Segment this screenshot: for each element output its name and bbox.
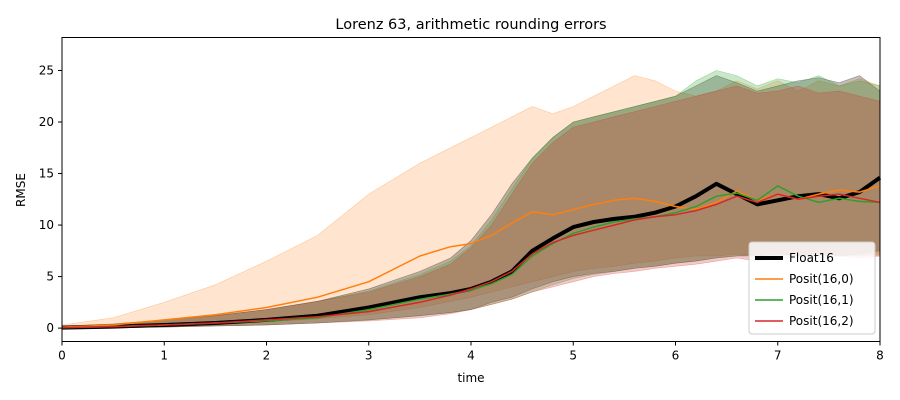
x-tick-label: 1 — [160, 349, 168, 363]
x-tick-label: 7 — [774, 349, 782, 363]
line-float16 — [61, 175, 882, 330]
legend: Float16 Posit(16,0) Posit(16,1) Posit(16,2) — [748, 241, 876, 335]
x-tick-label: 3 — [365, 349, 373, 363]
x-tick-label: 4 — [467, 349, 475, 363]
chart-title: Lorenz 63, arithmetic rounding errors — [335, 17, 606, 33]
x-tick-label: 6 — [672, 349, 680, 363]
x-tick-label: 2 — [263, 349, 271, 363]
y-tick-label: 15 — [39, 167, 54, 181]
line-posit-16-2- — [61, 193, 881, 329]
series-lines — [61, 175, 882, 330]
x-tick-label: 0 — [58, 349, 66, 363]
y-tick-label: 10 — [39, 218, 54, 232]
legend-label: Posit(16,2) — [789, 314, 854, 328]
y-axis-ticks: 0 5 10 15 20 25 — [39, 63, 62, 335]
legend-label: Float16 — [789, 251, 834, 265]
y-axis-label: RMSE — [14, 173, 28, 207]
y-tick-label: 5 — [46, 270, 54, 284]
legend-box — [748, 241, 876, 335]
legend-label: Posit(16,1) — [789, 293, 854, 307]
x-axis-ticks: 0 1 2 3 4 5 6 7 8 — [58, 341, 884, 363]
y-tick-label: 0 — [46, 321, 54, 335]
x-tick-label: 5 — [569, 349, 577, 363]
y-tick-label: 20 — [39, 115, 54, 129]
x-tick-label: 8 — [876, 349, 884, 363]
line-posit-16-1- — [61, 185, 881, 329]
x-axis-label: time — [457, 371, 484, 385]
legend-label: Posit(16,0) — [789, 272, 854, 286]
y-tick-label: 25 — [39, 63, 54, 77]
